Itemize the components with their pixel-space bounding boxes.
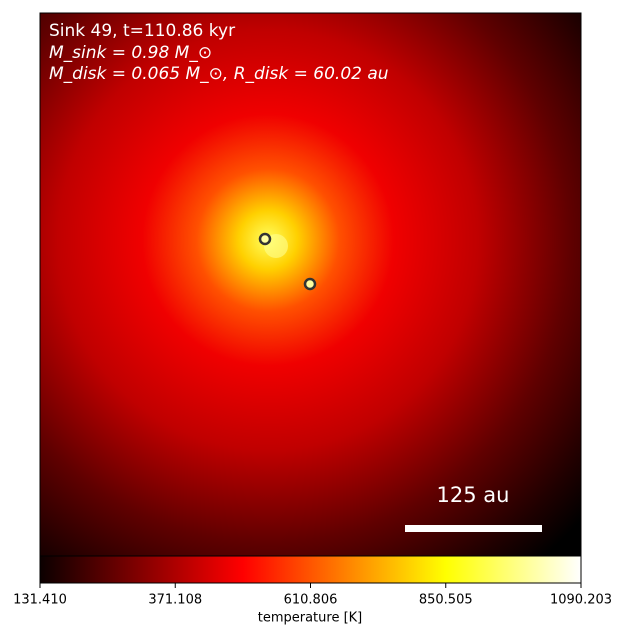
annotation: M_sink = 0.98 M_⊙: [49, 43, 212, 63]
scale-bar-label: 125 au: [437, 483, 510, 507]
colorbar-tick-label: 131.410: [13, 593, 67, 608]
colorbar-label: temperature [K]: [258, 611, 363, 626]
sink-particle: [303, 277, 317, 291]
annotation: M_disk = 0.065 M_⊙, R_disk = 60.02 au: [49, 64, 389, 84]
sink-particle: [258, 232, 272, 246]
colorbar-tick-label: 371.108: [148, 593, 202, 608]
colorbar: [39, 555, 582, 584]
colorbar-tick-label: 850.505: [419, 593, 473, 608]
colorbar-tick-label: 1090.203: [550, 593, 612, 608]
colorbar-tick-label: 610.806: [284, 593, 338, 608]
scale-bar: [405, 525, 542, 532]
annotation: Sink 49, t=110.86 kyr: [49, 21, 235, 41]
